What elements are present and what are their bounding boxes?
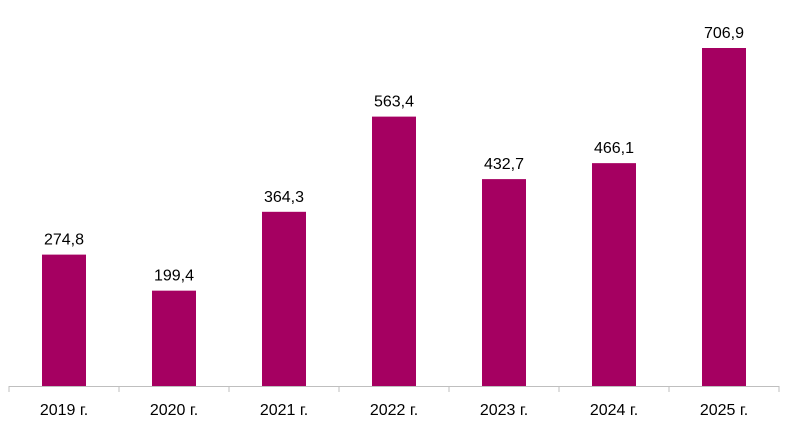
data-label-6: 466,1 (594, 140, 634, 157)
bar-2 (152, 290, 196, 386)
data-label-4: 563,4 (374, 94, 414, 111)
bar-6 (592, 163, 636, 386)
x-tick-label-7: 2025 г. (700, 402, 748, 419)
bar-3 (262, 211, 306, 386)
x-tick-label-6: 2024 г. (590, 402, 638, 419)
x-tick-labels-layer: 2019 г. 2020 г. 2021 г. 2022 г. 2023 г. 2024 … (40, 402, 748, 419)
data-label-2: 199,4 (154, 268, 194, 285)
data-label-7: 706,9 (704, 25, 744, 42)
x-tick-label-5: 2023 г. (480, 402, 528, 419)
bar-1 (42, 254, 86, 386)
x-tick-label-3: 2021 г. (260, 402, 308, 419)
x-axis (8, 386, 780, 392)
x-tick-label-2: 2020 г. (150, 402, 198, 419)
x-tick-label-1: 2019 г. (40, 402, 88, 419)
bars-layer (42, 48, 746, 387)
bar-4 (372, 116, 416, 387)
x-tick-label-4: 2022 г. (370, 402, 418, 419)
bar-7 (702, 48, 746, 386)
data-label-3: 364,3 (264, 189, 304, 206)
data-label-5: 432,7 (484, 156, 524, 173)
bar-5 (482, 179, 526, 386)
data-label-1: 274,8 (44, 232, 84, 249)
data-labels-layer: 274,8 199,4 364,3 563,4 432,7 466,1 706,9 (44, 25, 744, 285)
